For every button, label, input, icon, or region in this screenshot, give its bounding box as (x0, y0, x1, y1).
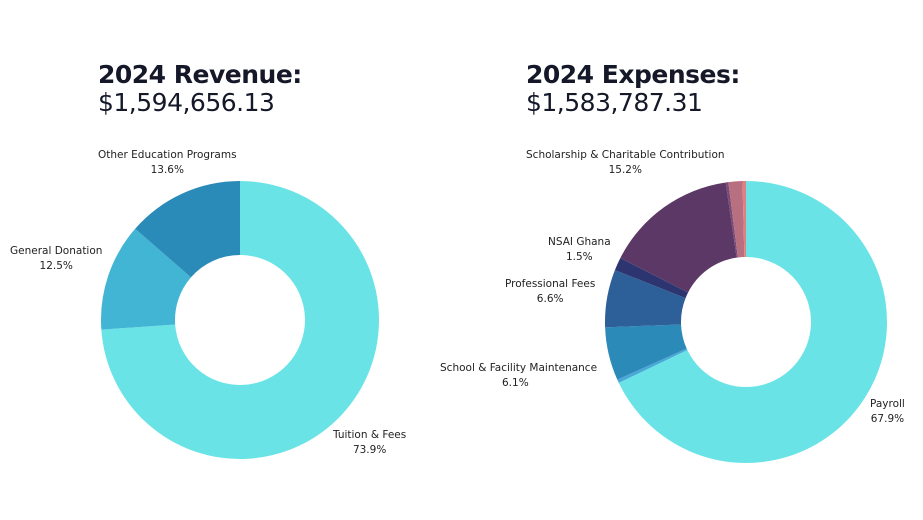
expense-slice-nsai-ghana (614, 257, 689, 299)
label-payroll: Payroll 67.9% (870, 398, 905, 425)
expenses-total: $1,583,787.31 (526, 88, 703, 117)
revenue-slice-general-donation (101, 228, 191, 330)
expense-slice-other-6 (725, 182, 738, 258)
revenue-title: 2024 Revenue: (98, 60, 302, 89)
expense-slice-scholarship-charitable-contribution (620, 182, 737, 293)
label-tuition: Tuition & Fees 73.9% (333, 429, 407, 456)
expense-slice-school-facility-maintenance (605, 324, 687, 380)
label-scholarship: Scholarship & Charitable Contribution 15.… (526, 149, 725, 176)
label-general-donation: General Donation 12.5% (10, 245, 103, 272)
label-other-education: Other Education Programs 13.6% (98, 149, 237, 176)
expenses-title: 2024 Expenses: (526, 60, 740, 89)
expense-slice-other-1 (617, 348, 688, 383)
revenue-slice-tuition-fees (101, 181, 380, 459)
label-school-maintenance: School & Facility Maintenance 6.1% (440, 362, 598, 389)
expense-slice-other-8 (742, 181, 746, 258)
label-nsai: NSAI Ghana 1.5% (548, 236, 611, 263)
expense-slice-professional-fees (605, 270, 686, 328)
expense-slice-payroll (618, 181, 887, 463)
expense-slice-other-7 (728, 181, 745, 258)
revenue-total: $1,594,656.13 (98, 88, 275, 117)
label-professional-fees: Professional Fees 6.6% (505, 278, 596, 305)
revenue-slice-other-education-programs (135, 181, 240, 278)
